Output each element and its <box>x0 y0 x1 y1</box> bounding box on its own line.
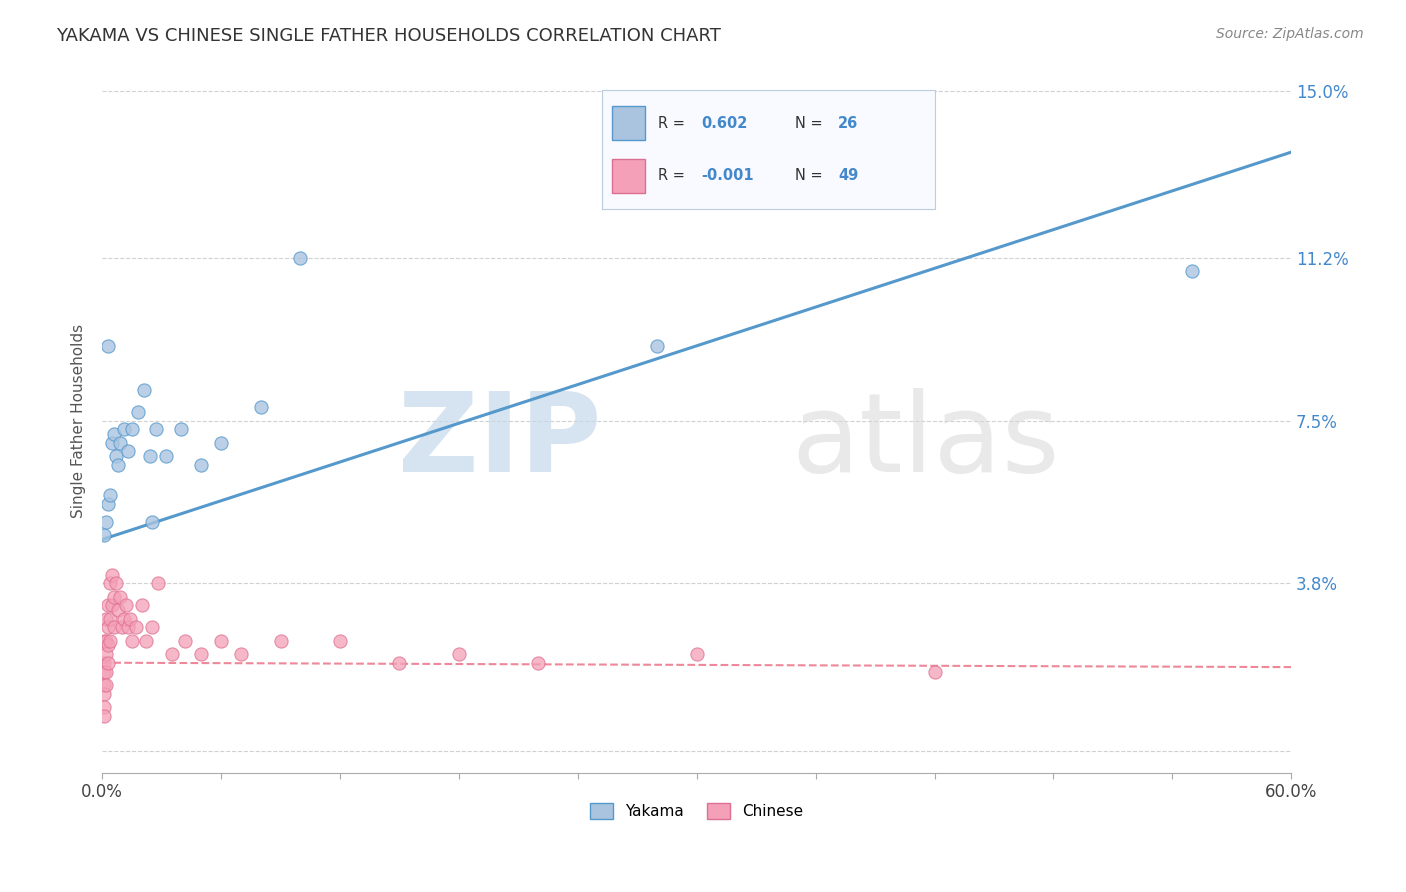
Point <box>97 339 120 353</box>
Point <box>93 686 115 700</box>
Point <box>103 620 125 634</box>
Point <box>1181 264 1204 278</box>
Point <box>209 633 232 648</box>
Point <box>97 599 120 613</box>
Point <box>117 444 139 458</box>
Point <box>98 488 121 502</box>
Point <box>93 528 115 542</box>
Point <box>111 620 134 634</box>
Point <box>93 633 115 648</box>
Point <box>112 422 135 436</box>
Point <box>135 633 157 648</box>
Point <box>229 647 252 661</box>
Point <box>121 422 143 436</box>
Point <box>93 656 115 670</box>
Point <box>125 620 148 634</box>
Point <box>388 656 411 670</box>
Legend: Yakama, Chinese: Yakama, Chinese <box>583 797 810 825</box>
Point <box>97 656 120 670</box>
Point <box>98 633 121 648</box>
Point <box>118 612 141 626</box>
Point <box>97 620 120 634</box>
Point <box>270 633 292 648</box>
Point <box>93 678 115 692</box>
Point <box>145 422 167 436</box>
Point <box>146 576 169 591</box>
Point <box>107 458 129 472</box>
Point <box>103 590 125 604</box>
Point <box>107 603 129 617</box>
Point <box>141 620 163 634</box>
Point <box>96 665 118 679</box>
Point <box>115 599 138 613</box>
Point <box>155 449 177 463</box>
Point <box>290 251 312 265</box>
Point <box>101 599 124 613</box>
Point <box>101 567 124 582</box>
Point <box>96 633 118 648</box>
Point <box>101 435 124 450</box>
Point <box>117 620 139 634</box>
Point <box>93 699 115 714</box>
Text: atlas: atlas <box>792 388 1060 495</box>
Text: YAKAMA VS CHINESE SINGLE FATHER HOUSEHOLDS CORRELATION CHART: YAKAMA VS CHINESE SINGLE FATHER HOUSEHOL… <box>56 27 721 45</box>
Point <box>112 612 135 626</box>
Point <box>105 449 128 463</box>
Point <box>96 515 118 529</box>
Point <box>127 405 149 419</box>
Point <box>93 708 115 723</box>
Point <box>96 678 118 692</box>
Point <box>139 449 162 463</box>
Point <box>121 633 143 648</box>
Y-axis label: Single Father Households: Single Father Households <box>72 324 86 517</box>
Point <box>645 339 668 353</box>
Point <box>170 422 193 436</box>
Point <box>98 612 121 626</box>
Point <box>93 665 115 679</box>
Point <box>686 647 709 661</box>
Point <box>131 599 153 613</box>
Point <box>108 590 131 604</box>
Point <box>141 515 163 529</box>
Point <box>96 647 118 661</box>
Point <box>249 401 271 415</box>
Point <box>174 633 197 648</box>
Point <box>97 497 120 511</box>
Point <box>527 656 550 670</box>
Point <box>447 647 470 661</box>
Point <box>96 612 118 626</box>
Point <box>160 647 183 661</box>
Point <box>209 435 232 450</box>
Point <box>97 638 120 652</box>
Point <box>105 576 128 591</box>
Text: ZIP: ZIP <box>398 388 602 495</box>
Text: Source: ZipAtlas.com: Source: ZipAtlas.com <box>1216 27 1364 41</box>
Point <box>190 458 212 472</box>
Point <box>98 576 121 591</box>
Point <box>132 383 155 397</box>
Point <box>329 633 352 648</box>
Point <box>108 435 131 450</box>
Point <box>924 665 946 679</box>
Point <box>103 426 125 441</box>
Point <box>190 647 212 661</box>
